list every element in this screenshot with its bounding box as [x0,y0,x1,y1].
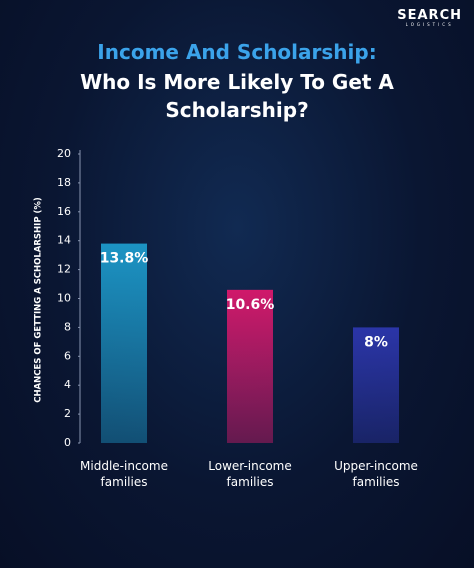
bar [353,327,399,443]
y-tick-label: 18 [57,176,71,189]
y-tick-label: 8 [64,320,71,333]
value-label: 13.8% [100,251,149,267]
x-tick-label: Lower-income families [208,459,291,489]
brand-logo: SEARCH LOGISTICS [397,8,462,27]
chart-title: Income And Scholarship: [97,40,377,64]
chart-subtitle: Who Is More Likely To Get A Scholarship? [80,70,394,122]
y-tick-label: 0 [64,436,71,449]
y-tick-label: 12 [57,263,71,276]
y-tick-label: 4 [64,378,71,391]
x-tick-label: Upper-income families [334,459,418,489]
brand-tagline: LOGISTICS [405,22,454,27]
y-tick-label: 6 [64,349,71,362]
y-tick-label: 20 [57,147,71,160]
bar [101,243,147,443]
y-tick-label: 16 [57,205,71,218]
y-tick-label: 14 [57,234,71,247]
y-tick-label: 10 [57,292,71,305]
bar [227,289,273,443]
x-tick-label: Middle-income families [80,459,168,489]
value-label: 8% [364,334,388,350]
y-axis-title: CHANCES OF GETTING A SCHOLARSHIP (%) [34,197,44,403]
y-tick-label: 2 [64,407,71,420]
brand-name: SEARCH [397,8,462,23]
value-label: 10.6% [226,297,275,313]
